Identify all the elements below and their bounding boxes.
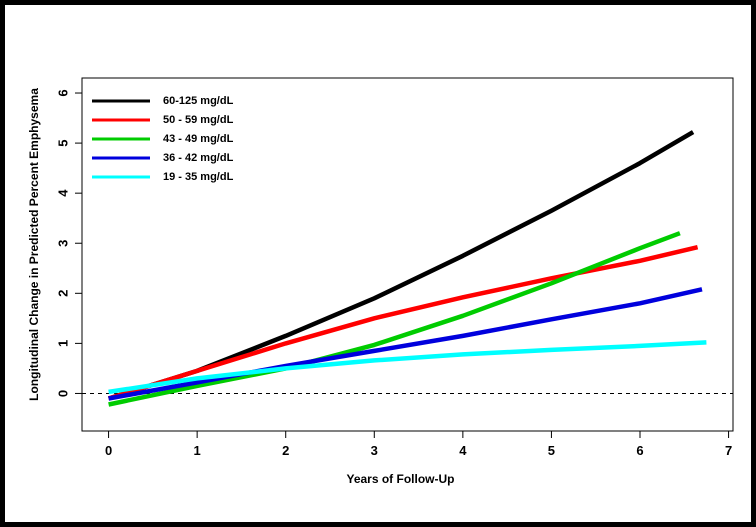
legend-label-2: 43 - 49 mg/dL xyxy=(163,133,234,145)
legend-label-3: 36 - 42 mg/dL xyxy=(163,152,234,164)
x-tick-label: 0 xyxy=(105,443,112,458)
x-axis-title: Years of Follow-Up xyxy=(346,472,454,486)
legend-label-4: 19 - 35 mg/dL xyxy=(163,171,234,183)
x-tick-label: 7 xyxy=(725,443,732,458)
x-tick-label: 5 xyxy=(548,443,555,458)
line-chart: 0 1 2 3 4 5 6 7 0 1 2 3 4 5 6 Years of Follow-Up Longitu… xyxy=(27,77,734,486)
series-line-1 xyxy=(107,245,699,401)
series-line-3 xyxy=(108,287,703,401)
series-line-2 xyxy=(108,231,681,407)
legend-label-0: 60-125 mg/dL xyxy=(163,95,234,107)
y-tick-label: 2 xyxy=(55,290,70,297)
y-tick-label: 5 xyxy=(55,139,70,146)
x-tick-label: 2 xyxy=(282,443,289,458)
y-tick-label: 4 xyxy=(55,189,70,197)
x-tick-label: 1 xyxy=(194,443,201,458)
y-tick-label: 0 xyxy=(55,390,70,397)
x-tick-label: 6 xyxy=(636,443,643,458)
y-axis-title: Longitudinal Change in Predicted Percent… xyxy=(27,88,41,401)
y-tick-label: 3 xyxy=(55,240,70,247)
y-tick-label: 6 xyxy=(55,89,70,96)
x-tick-label: 4 xyxy=(459,443,467,458)
legend-label-1: 50 - 59 mg/dL xyxy=(163,114,234,126)
plot-area xyxy=(81,77,734,432)
y-tick-label: 1 xyxy=(55,340,70,347)
x-tick-label: 3 xyxy=(371,443,378,458)
series-line-4 xyxy=(108,340,707,395)
